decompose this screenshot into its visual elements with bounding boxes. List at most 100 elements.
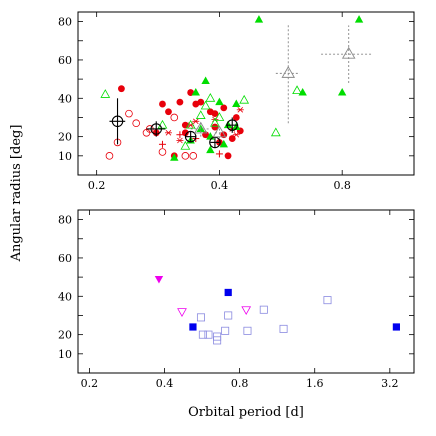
bottom-point-square-open [243, 326, 252, 335]
top-point-triangle-open [195, 110, 206, 119]
top-point-triangle-filled [232, 122, 241, 131]
top-point-circle-errorbar [225, 117, 239, 133]
top-point-triangle-filled [215, 97, 224, 106]
top-point-triangle-filled [219, 139, 228, 148]
top-point-triangle-filled [337, 88, 347, 96]
bottom-point-triangle-down-open [241, 306, 252, 316]
top-point-triangle-filled [206, 145, 215, 154]
top-x-tick-label: 0.8 [333, 179, 351, 192]
top-point-star [192, 118, 200, 125]
top-point-circle-open [158, 148, 167, 156]
top-panel: 0.2 0.4 0.8 10 20 40 60 80 [58, 11, 415, 192]
top-point-plus [215, 150, 223, 158]
top-point-circle-errorbar-ring [184, 130, 197, 143]
top-point-star-stroke [165, 130, 172, 136]
bottom-y-tick-label: 40 [58, 290, 72, 303]
top-point-circle-filled [224, 152, 232, 160]
top-point-triangle-errorbar-shape [193, 121, 208, 134]
y-axis-label: Angular radius [deg] [9, 125, 24, 263]
top-point-triangle-open [205, 92, 216, 102]
bottom-point-square-open [196, 313, 205, 322]
top-point-triangle-open [185, 119, 196, 129]
top-point-circle-filled [211, 123, 219, 131]
bottom-x-tick-label: 0.4 [156, 377, 174, 390]
top-point-circle-filled [118, 85, 125, 93]
top-point-circle-errorbar [109, 98, 126, 145]
top-point-circle-open [170, 113, 179, 122]
top-point-triangle-open [239, 94, 250, 104]
bottom-y-tick-label: 20 [58, 329, 72, 342]
top-y-tick-label: 60 [58, 54, 72, 67]
bottom-point-square-filled [189, 323, 197, 331]
top-point-circle-open [105, 152, 114, 160]
top-point-triangle-open [210, 117, 220, 127]
top-point-triangle-open [270, 127, 281, 137]
bottom-x-tick-label: 0.2 [81, 377, 99, 390]
bottom-panel: 0.2 0.4 0.8 1.6 3.2 10 20 40 60 80 [58, 209, 415, 390]
top-panel-frame [77, 11, 415, 176]
top-point-star [232, 131, 240, 138]
top-point-plus [176, 131, 184, 139]
top-point-circle-filled [165, 108, 172, 116]
top-y-tick-label: 80 [58, 16, 72, 29]
top-point-triangle-errorbar-shape [281, 65, 296, 78]
bottom-y-tick-label: 80 [58, 214, 72, 227]
top-point-triangle-filled [170, 153, 179, 161]
top-point-star [236, 107, 244, 113]
bottom-y-tick-label: 60 [58, 252, 72, 265]
top-point-star [176, 137, 184, 144]
bottom-y-tick-label: 10 [58, 348, 72, 361]
top-point-circle-errorbar [184, 130, 197, 143]
bottom-point-square-filled [392, 323, 400, 331]
bottom-x-tick-label: 0.8 [231, 377, 249, 390]
x-axis-label: Orbital period [d] [188, 405, 304, 420]
top-point-circle-filled [197, 98, 205, 106]
top-point-star-stroke [237, 107, 244, 113]
bottom-point-square-open [259, 305, 268, 314]
top-point-triangle-filled [223, 120, 233, 129]
top-y-tick-label: 10 [58, 150, 72, 163]
top-point-triangle-open [157, 119, 168, 129]
top-point-triangle-errorbar [190, 121, 211, 137]
top-point-circle-open [189, 152, 198, 160]
bottom-x-tick-label: 3.2 [381, 377, 399, 390]
top-point-circle-errorbar [146, 121, 166, 137]
top-y-tick-label: 40 [58, 92, 72, 105]
top-x-tick-label: 0.2 [88, 179, 106, 192]
top-point-triangle-open [214, 112, 225, 121]
top-point-triangle-open [180, 140, 191, 150]
top-point-triangle-errorbar [275, 23, 300, 124]
top-point-triangle-filled [254, 15, 264, 23]
bottom-point-square-open [323, 296, 332, 305]
bottom-point-square-filled [224, 288, 232, 297]
top-point-star-stroke [177, 137, 183, 144]
top-point-circle-filled [159, 100, 166, 108]
top-point-triangle-filled [354, 15, 364, 23]
top-point-circle-open [181, 152, 190, 160]
top-point-triangle-errorbar-shape [212, 125, 227, 138]
top-point-star-stroke [233, 131, 240, 138]
top-point-triangle-filled [298, 88, 307, 96]
bottom-point-square-open [279, 324, 288, 333]
bottom-point-square-open [221, 326, 230, 335]
top-point-triangle-errorbar [212, 125, 227, 139]
top-point-circle-filled [220, 104, 228, 112]
top-point-circle-filled [211, 110, 219, 118]
bottom-point-triangle-down-filled [154, 276, 164, 284]
bottom-panel-frame [77, 209, 415, 374]
bottom-point-triangle-down-open [177, 308, 187, 317]
top-point-triangle-filled [232, 99, 241, 108]
bottom-point-square-open [198, 330, 207, 339]
top-point-circle-filled [216, 139, 223, 146]
top-point-circle-errorbar [209, 136, 221, 149]
top-point-triangle-errorbar-shape [341, 46, 356, 59]
top-point-triangle-open [100, 89, 111, 98]
top-point-circle-errorbar-ring [226, 119, 238, 131]
top-point-triangle-open [200, 100, 211, 110]
top-point-circle-filled [181, 129, 189, 137]
top-point-circle-open [125, 109, 133, 118]
top-point-circle-filled [232, 114, 240, 121]
top-point-triangle-filled [191, 88, 200, 96]
top-x-tick-label: 0.4 [211, 179, 229, 192]
